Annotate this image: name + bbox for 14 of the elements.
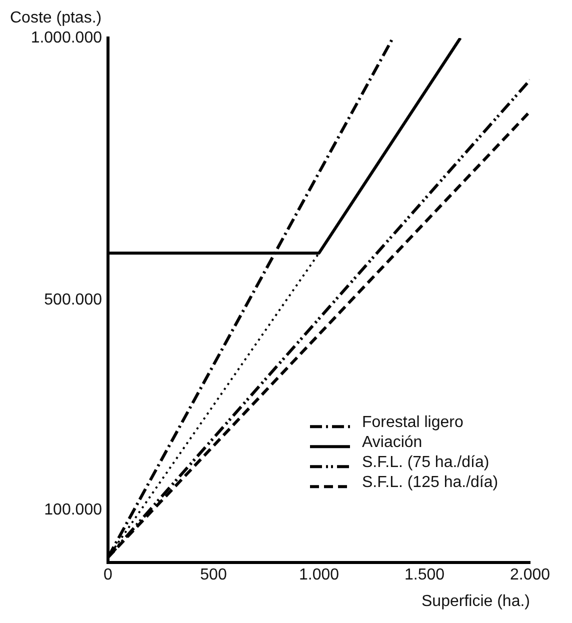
legend-label: S.F.L. (75 ha./día) <box>362 454 490 472</box>
legend-label: Aviación <box>362 434 422 452</box>
x-axis-title: Superficie (ha.) <box>422 592 530 610</box>
x-tick-label: 2.000 <box>510 566 550 584</box>
legend-label: S.F.L. (125 ha./día) <box>362 474 498 492</box>
x-tick-label: 500 <box>200 566 227 584</box>
legend-label: Forestal ligero <box>362 414 464 432</box>
x-tick-label: 1.000 <box>298 566 340 584</box>
y-axis-title: Coste (ptas.) <box>10 9 102 26</box>
x-tick-label: 1.500 <box>404 566 445 584</box>
y-tick-label: 100.000 <box>44 502 102 519</box>
y-tick-label: 500.000 <box>44 292 102 309</box>
x-tick-label: 0 <box>104 566 113 584</box>
y-tick-label: 1.000.000 <box>30 29 102 46</box>
